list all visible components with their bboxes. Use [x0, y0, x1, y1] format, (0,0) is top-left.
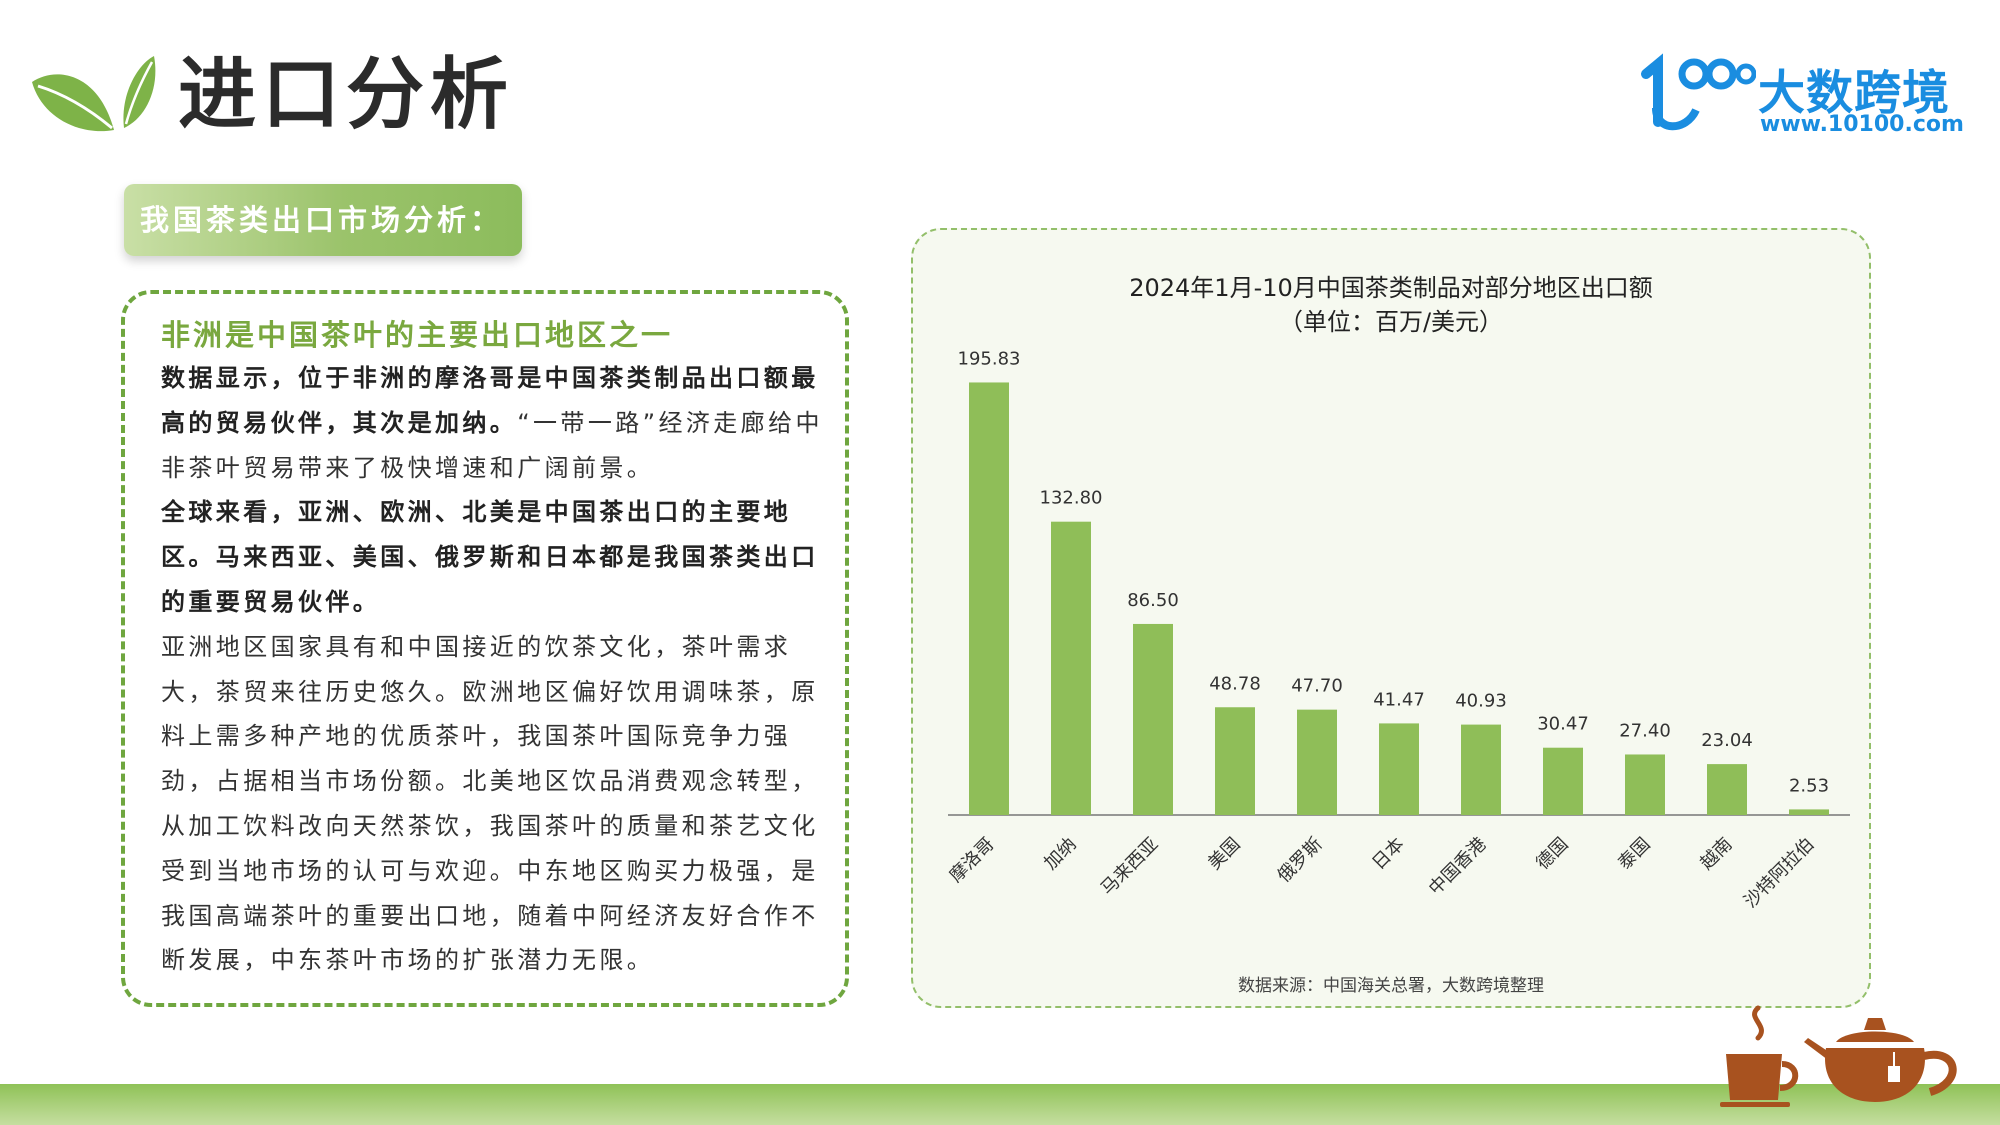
bar-2: [1133, 623, 1173, 815]
bar-5: [1379, 723, 1419, 815]
analysis-text-box: 非洲是中国茶叶的主要出口地区之一 数据显示，位于非洲的摩洛哥是中国茶类制品出口额…: [121, 290, 849, 1007]
bar-9: [1707, 764, 1747, 815]
chart-title: 2024年1月-10月中国茶类制品对部分地区出口额: [1129, 274, 1653, 302]
leaf-icon: [32, 56, 156, 132]
brand-block: 大数跨境 www.10100.com: [1636, 52, 1964, 142]
bar-3: [1215, 707, 1255, 815]
value-label-9: 23.04: [1701, 730, 1753, 751]
category-label-5: 日本: [1368, 834, 1408, 874]
paragraph-1-bold: 数据显示，位于非洲的摩洛哥是中国茶类制品出口额最高的贸易伙伴，其次是加纳。: [161, 364, 819, 437]
value-label-3: 48.78: [1209, 673, 1261, 694]
chart-source: 数据来源：中国海关总署，大数跨境整理: [1238, 976, 1544, 996]
brand-logo-icon: [1641, 53, 1756, 131]
bar-6: [1461, 724, 1501, 815]
category-label-3: 美国: [1204, 834, 1244, 874]
text-body: 数据显示，位于非洲的摩洛哥是中国茶类制品出口额最高的贸易伙伴，其次是加纳。“一带…: [161, 356, 823, 983]
value-label-10: 2.53: [1789, 775, 1829, 796]
value-label-7: 30.47: [1537, 714, 1589, 735]
chart-subtitle: （单位：百万/美元）: [1278, 308, 1504, 336]
category-label-1: 加纳: [1040, 834, 1080, 874]
category-label-2: 马来西亚: [1097, 834, 1163, 900]
category-label-6: 中国香港: [1425, 834, 1491, 900]
bar-10: [1789, 809, 1829, 815]
category-label-7: 德国: [1532, 834, 1572, 874]
teacup-icon: [1720, 1005, 1799, 1107]
category-label-0: 摩洛哥: [946, 834, 999, 887]
value-label-2: 86.50: [1127, 590, 1179, 611]
paragraph-3: 亚洲地区国家具有和中国接近的饮茶文化，茶叶需求大，茶贸来往历史悠久。欧洲地区偏好…: [161, 632, 819, 975]
category-label-4: 俄罗斯: [1274, 834, 1327, 887]
category-label-10: 沙特阿拉伯: [1740, 834, 1818, 912]
bar-8: [1625, 754, 1665, 815]
page-title: 进口分析: [178, 50, 515, 140]
brand-name: 大数跨境: [1758, 66, 1950, 121]
paragraph-1-normal: “一带一路”经济走廊给中非茶叶贸易带来了极快增速和广阔前景。: [161, 408, 823, 482]
chart-panel: 2024年1月-10月中国茶类制品对部分地区出口额 （单位：百万/美元） 195…: [911, 228, 1871, 1008]
value-label-0: 195.83: [958, 348, 1021, 369]
value-label-8: 27.40: [1619, 720, 1671, 741]
bar-0: [969, 382, 1009, 815]
value-label-6: 40.93: [1455, 691, 1507, 712]
value-label-4: 47.70: [1291, 676, 1343, 697]
teapot-icon: [1804, 1018, 1957, 1102]
paragraph-2-bold: 全球来看，亚洲、欧洲、北美是中国茶出口的主要地区。马来西亚、美国、俄罗斯和日本都…: [161, 498, 819, 616]
text-heading: 非洲是中国茶叶的主要出口地区之一: [161, 318, 674, 352]
section-label: 我国茶类出口市场分析：: [124, 184, 522, 256]
bottom-band: [0, 1084, 2000, 1125]
bar-1: [1051, 521, 1091, 815]
value-label-5: 41.47: [1373, 689, 1425, 710]
category-label-8: 泰国: [1614, 834, 1654, 874]
value-label-1: 132.80: [1040, 488, 1103, 509]
bar-4: [1297, 709, 1337, 815]
brand-url: www.10100.com: [1760, 112, 1964, 137]
category-label-9: 越南: [1696, 834, 1736, 874]
bar-7: [1543, 747, 1583, 815]
bar-chart: 195.83 摩洛哥 132.80 加纳 86.50 马来西亚 48.78 美国 47.70 俄罗…: [946, 348, 1850, 912]
teapot-decoration: [1720, 1005, 1957, 1107]
